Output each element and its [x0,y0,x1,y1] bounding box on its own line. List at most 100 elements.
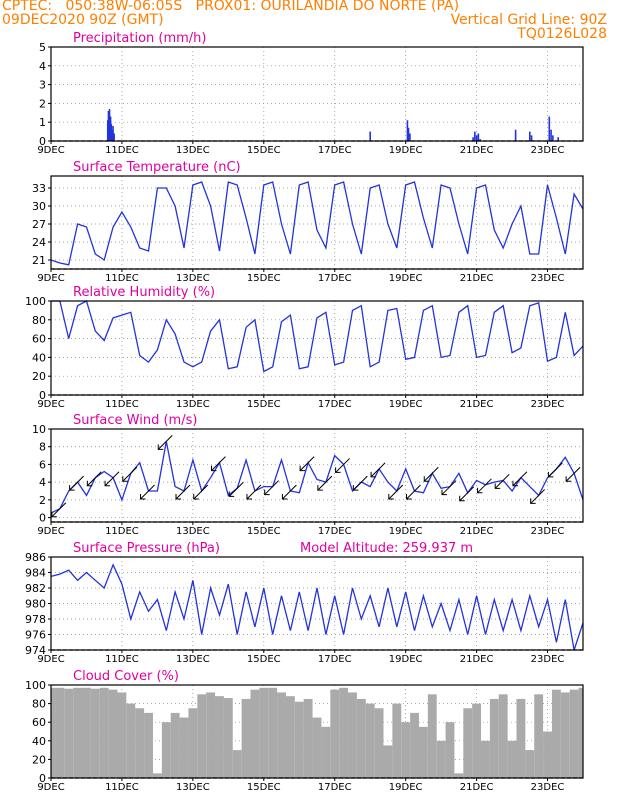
relative-humidity-panel: Relative Humidity (%) 0 20 40 60 80 100 9DEC 11D… [25,285,584,410]
header-run-date: 09DEC2020 90Z (GMT) [2,12,164,28]
cloud-bar [418,726,428,778]
x-tick-label: 17DEC [318,526,352,537]
precip-bar [548,116,551,141]
cloud-bar [525,750,535,778]
y-tick-label: 60 [32,333,46,346]
wind-arrowhead [370,471,377,478]
y-tick-label: 980 [25,598,46,611]
y-tick-label: 6 [39,458,46,471]
cloud-bar [356,698,366,778]
y-tick-label: 60 [32,716,46,729]
cloud-bar [135,708,145,778]
wind-arrow [228,481,244,497]
cloud-cover-title: Cloud Cover (%) [73,669,179,684]
y-tick-label: 21 [32,254,46,267]
cloud-bar [410,712,419,778]
y-tick-label: 974 [25,644,46,657]
x-tick-label: 21DEC [460,526,494,537]
wind-arrow [335,458,350,473]
cloud-bar [161,722,171,778]
header-vertical-grid-line: Vertical Grid Line: 90Z [450,12,607,28]
wind-arrow [122,466,138,482]
wind-arrow [211,456,226,472]
wind-arrow [477,478,492,494]
header-station-line: CPTEC: 050:38W-06:05S PROX01: OURILANDIA… [2,0,460,14]
cloud-bar [498,694,508,778]
surface-temperature-panel: Surface Temperature (nC) 21 24 27 30 33 9DEC 11… [32,160,584,284]
cloud-bar [215,696,224,778]
cloud-bar [55,687,65,778]
x-tick-label: 17DEC [318,145,352,156]
x-tick-label: 11DEC [105,273,139,284]
cloud-bar [392,703,402,778]
precip-bar [477,133,480,141]
wind-arrowhead [547,471,554,478]
wind-arrow [51,502,67,518]
surface-wind-title: Surface Wind (m/s) [73,413,197,428]
x-tick-label: 19DEC [389,399,423,410]
precip-bar [530,135,533,141]
wind-arrowhead [352,485,359,491]
x-tick-label: 21DEC [460,399,494,410]
precip-bar [557,137,559,141]
wind-arrow [246,484,262,500]
precip-bar [550,129,552,141]
wind-arrowhead [193,494,199,500]
wind-arrow [406,484,421,500]
wind-arrowhead [530,498,536,504]
wind-arrow [299,456,315,472]
cloud-bar [551,689,561,778]
wind-arrowhead [406,494,412,500]
y-tick-label: 0 [39,512,46,525]
x-tick-label: 21DEC [460,145,494,156]
cloud-bar [99,687,109,778]
x-tick-label: 13DEC [176,526,210,537]
wind-arrow [140,484,155,500]
cloud-bar [348,692,357,778]
y-tick-label: 2 [39,494,46,507]
x-tick-label: 9DEC [37,782,64,793]
wind-arrow [370,462,386,478]
wind-arrow [565,466,581,482]
precip-bar [369,131,371,141]
y-tick-label: 1 [39,116,46,129]
cloud-bar [152,773,162,778]
wind-arrow [282,484,297,500]
wind-arrowhead [512,480,518,487]
wind-arrow [530,489,546,504]
cloud-bar [64,688,74,778]
cloud-bar [285,696,295,778]
relative-humidity-title: Relative Humidity (%) [73,285,215,300]
wind-arrow [175,484,191,500]
x-tick-label: 15DEC [247,145,281,156]
x-tick-label: 23DEC [531,399,565,410]
y-tick-label: 4 [39,60,46,73]
surface-pressure-title: Surface Pressure (hPa) [73,541,220,556]
wind-arrow [459,486,475,502]
cloud-bar [206,692,216,778]
cloud-bar [223,698,233,778]
y-tick-label: 2 [39,97,46,110]
x-tick-label: 15DEC [247,273,281,284]
y-tick-label: 3 [39,79,46,92]
cloud-bar [454,773,464,778]
wind-arrowhead [441,489,447,496]
x-tick-label: 13DEC [176,399,210,410]
wind-arrowhead [423,476,430,482]
wind-arrow [494,474,510,489]
y-tick-label: 80 [32,314,46,327]
x-tick-label: 11DEC [105,399,139,410]
x-tick-label: 19DEC [389,654,423,665]
x-tick-label: 23DEC [531,782,565,793]
surface-temperature-frame [50,175,584,270]
wind-arrowhead [51,511,57,518]
cloud-bar [179,717,189,778]
cloud-cover-panel: Cloud Cover (%) 0 20 40 60 80 100 9DEC 11DEC 13DE… [25,669,584,793]
cloud-bar [436,740,446,778]
y-tick-label: 986 [25,551,46,564]
precip-bar [552,135,554,141]
wind-arrow [264,480,280,495]
x-tick-label: 11DEC [105,145,139,156]
x-tick-label: 9DEC [37,526,64,537]
cloud-bar [516,698,526,778]
